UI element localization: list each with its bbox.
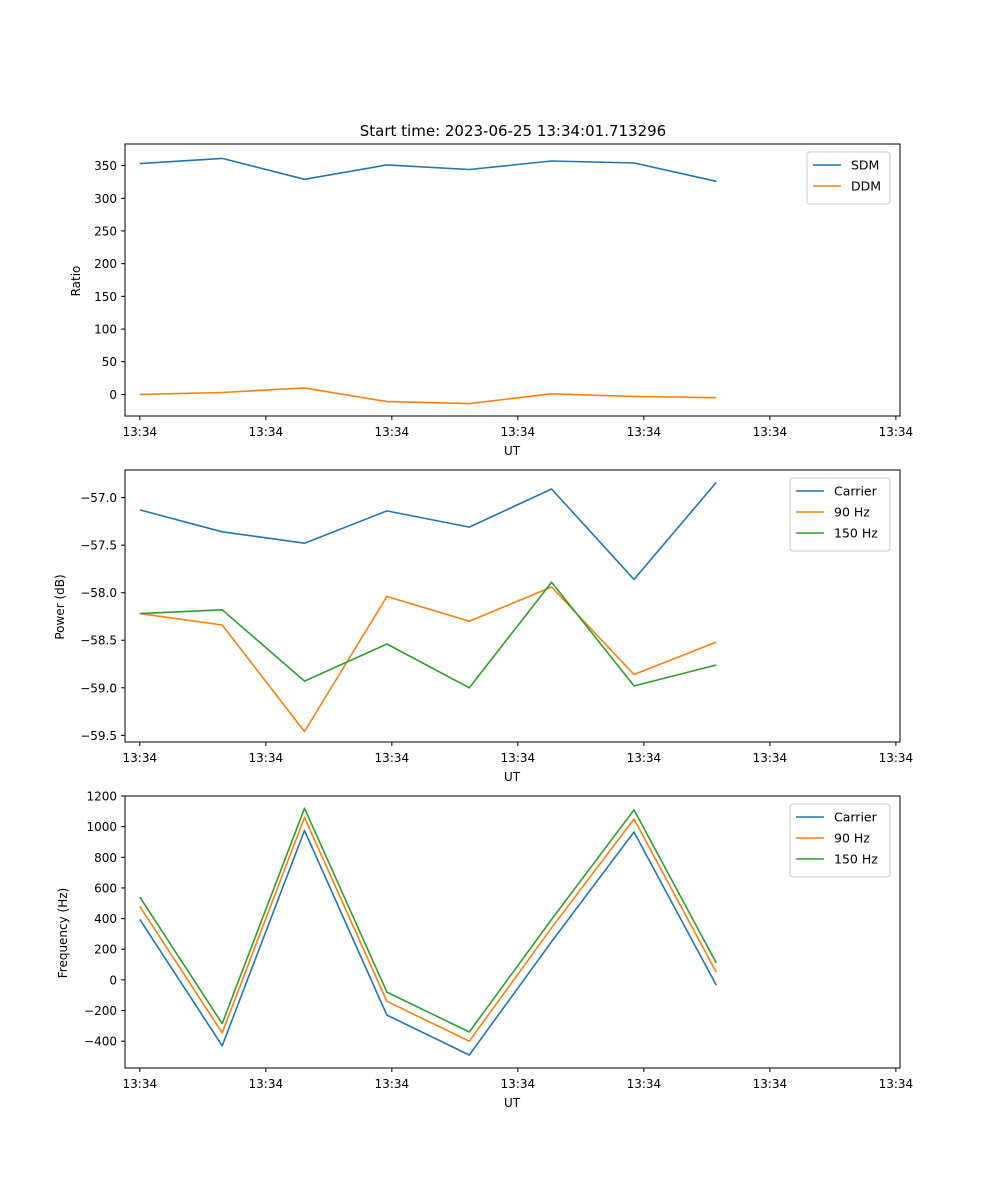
frequency-legend-label: Carrier	[834, 810, 878, 825]
ratio-y-tick-label: 0	[109, 388, 117, 402]
power-plot-ylabel: Power (dB)	[53, 574, 67, 639]
power-plot: UT Power (dB) 13:34 13:34 13:34 13:34 13:34 1…	[53, 469, 914, 784]
power-legend-label: Carrier	[834, 484, 878, 499]
frequency-axes-frame	[124, 795, 901, 1069]
frequency-x-tick-label: 13:34	[123, 1077, 158, 1091]
frequency-legend: Carrier 90 Hz 150 Hz	[789, 803, 891, 878]
power-x-tick-label: 13:34	[753, 751, 788, 765]
ratio-series-ddm	[139, 387, 717, 405]
ratio-x-tick-label: 13:34	[249, 425, 284, 439]
power-series-carrier	[139, 481, 717, 581]
ratio-series-sdm	[139, 157, 717, 183]
power-y-tick-label: −57.5	[80, 539, 117, 553]
ratio-x-tick-label: 13:34	[879, 425, 914, 439]
ratio-x-tick-label: 13:34	[123, 425, 158, 439]
power-y-tick-label: −58.5	[80, 634, 117, 648]
power-y-tick-label: −58.0	[80, 586, 117, 600]
ratio-x-tick-label: 13:34	[753, 425, 788, 439]
ratio-y-tick-label: 50	[102, 355, 117, 369]
power-series-90-hz	[139, 586, 717, 733]
frequency-series-150-hz	[139, 807, 718, 1033]
frequency-y-tick-label: 1000	[86, 820, 117, 834]
power-y-tick-label: −59.0	[80, 681, 117, 695]
power-y-tick-label: −59.5	[80, 729, 117, 743]
frequency-y-tick-label: 400	[94, 912, 117, 926]
ratio-x-tick-label: 13:34	[627, 425, 662, 439]
power-x-tick-label: 13:34	[123, 751, 158, 765]
frequency-y-tick-label: 0	[109, 973, 117, 987]
frequency-x-tick-label: 13:34	[753, 1077, 788, 1091]
frequency-y-tick-label: 1200	[86, 790, 117, 804]
frequency-plot-ylabel: Frequency (Hz)	[56, 888, 70, 979]
frequency-x-tick-label: 13:34	[879, 1077, 914, 1091]
power-x-tick-label: 13:34	[627, 751, 662, 765]
ratio-plot-xlabel: UT	[504, 444, 521, 458]
frequency-y-tick-label: −200	[84, 1004, 117, 1018]
ratio-legend-label: SDM	[851, 158, 879, 173]
frequency-series-90-hz	[139, 816, 718, 1042]
power-series-150-hz	[139, 581, 717, 689]
ratio-y-tick-label: 300	[94, 192, 117, 206]
frequency-legend-label: 90 Hz	[834, 831, 870, 846]
ratio-y-tick-label: 100	[94, 323, 117, 337]
ratio-axes-frame	[124, 143, 901, 417]
power-legend-label: 90 Hz	[834, 505, 870, 520]
frequency-legend-label: 150 Hz	[834, 852, 878, 867]
power-plot-xlabel: UT	[504, 770, 521, 784]
frequency-y-tick-label: 800	[94, 851, 117, 865]
frequency-x-tick-label: 13:34	[375, 1077, 410, 1091]
frequency-x-tick-label: 13:34	[501, 1077, 536, 1091]
ratio-y-tick-label: 350	[94, 159, 117, 173]
power-x-tick-label: 13:34	[501, 751, 536, 765]
ratio-legend: SDM DDM	[806, 151, 891, 205]
power-x-tick-label: 13:34	[249, 751, 284, 765]
ratio-plot: UT Ratio 13:34 13:34 13:34 13:34 13:34 13:34 1…	[69, 143, 914, 458]
frequency-x-tick-label: 13:34	[627, 1077, 662, 1091]
frequency-plot-xlabel: UT	[504, 1096, 521, 1110]
ratio-y-tick-label: 200	[94, 257, 117, 271]
frequency-plot: UT Frequency (Hz) 13:34 13:34 13:34 13:34 13…	[56, 790, 913, 1111]
ratio-y-tick-label: 250	[94, 224, 117, 238]
power-x-tick-label: 13:34	[879, 751, 914, 765]
frequency-y-tick-label: 200	[94, 943, 117, 957]
ratio-legend-label: DDM	[851, 179, 881, 194]
power-legend: Carrier 90 Hz 150 Hz	[789, 477, 891, 552]
frequency-x-tick-label: 13:34	[249, 1077, 284, 1091]
ratio-x-tick-label: 13:34	[501, 425, 536, 439]
power-x-tick-label: 13:34	[375, 751, 410, 765]
ratio-y-tick-label: 150	[94, 290, 117, 304]
ratio-plot-ylabel: Ratio	[69, 266, 83, 297]
frequency-series-carrier	[139, 829, 718, 1056]
ratio-x-tick-label: 13:34	[375, 425, 410, 439]
power-y-tick-label: −57.0	[80, 491, 117, 505]
power-legend-label: 150 Hz	[834, 526, 878, 541]
frequency-y-tick-label: −400	[84, 1035, 117, 1049]
frequency-y-tick-label: 600	[94, 881, 117, 895]
power-axes-frame	[124, 469, 901, 743]
chart-title: Start time: 2023-06-25 13:34:01.713296	[360, 122, 666, 140]
